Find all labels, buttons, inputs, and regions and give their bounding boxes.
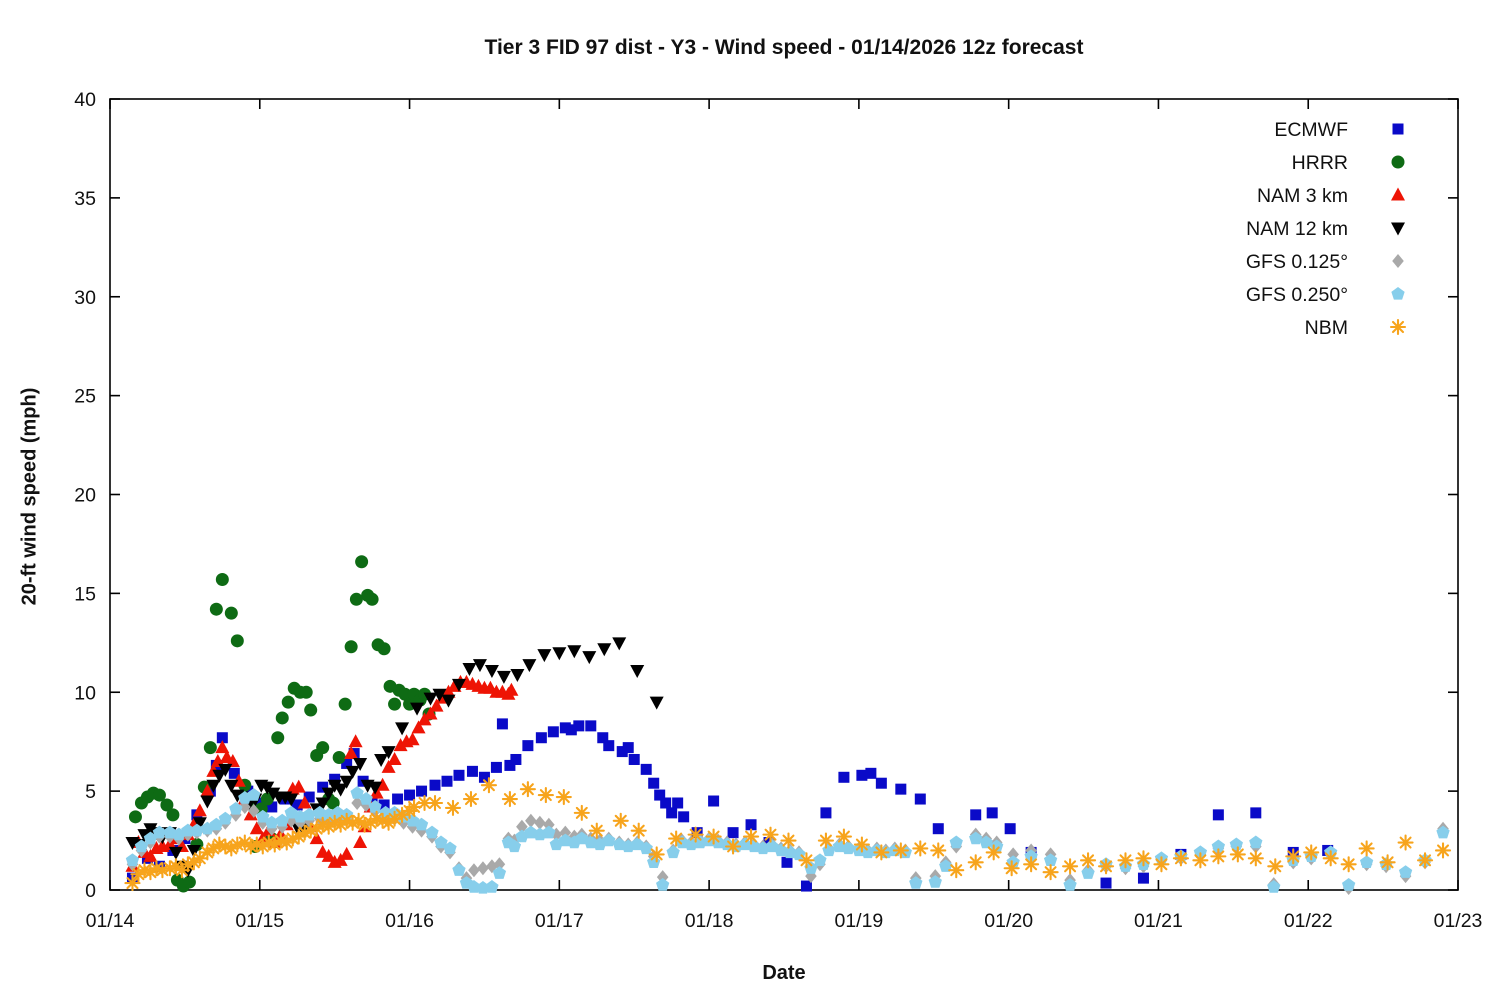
x-tick-label: 01/23 — [1434, 910, 1483, 932]
legend-item-gfs-0-250: GFS 0.250° — [1246, 284, 1405, 306]
x-tick-label: 01/16 — [385, 910, 434, 932]
legend-marker-square-icon — [1392, 123, 1404, 135]
legend-label: NBM — [1305, 317, 1348, 339]
legend-marker-diamond-icon — [1392, 254, 1404, 268]
x-tick-label: 01/22 — [1284, 910, 1333, 932]
y-tick-label: 0 — [85, 880, 96, 902]
axis-ticks — [109, 98, 1459, 891]
legend-label: NAM 12 km — [1246, 218, 1348, 240]
y-tick-label: 10 — [74, 682, 96, 704]
y-tick-label: 5 — [85, 781, 96, 803]
legend-item-nam-3-km: NAM 3 km — [1257, 185, 1405, 207]
legend-label: GFS 0.250° — [1246, 284, 1348, 306]
legend-item-gfs-0-125: GFS 0.125° — [1246, 251, 1404, 273]
legend: ECMWF HRRR NAM 3 km NAM 12 km GFS 0.125° GFS … — [1246, 119, 1407, 339]
legend-marker-triangle-up-icon — [1391, 187, 1405, 201]
legend-label: GFS 0.125° — [1246, 251, 1348, 273]
legend-item-nam-12-km: NAM 12 km — [1246, 218, 1405, 240]
x-tick-label: 01/14 — [86, 910, 135, 932]
x-tick-label: 01/17 — [535, 910, 584, 932]
x-axis-title: Date — [762, 962, 806, 984]
y-axis-title: 20-ft wind speed (mph) — [18, 387, 41, 606]
y-tick-label: 15 — [74, 583, 96, 605]
axis-tick-labels: 01/14 01/15 01/16 01/17 01/18 01/19 01/20 01/21… — [74, 89, 1482, 932]
x-tick-label: 01/20 — [984, 910, 1033, 932]
y-tick-label: 40 — [74, 89, 96, 111]
y-tick-label: 20 — [74, 485, 96, 507]
legend-label: ECMWF — [1274, 119, 1348, 141]
y-tick-label: 30 — [74, 287, 96, 309]
legend-marker-asterisk-icon — [1389, 318, 1407, 336]
series-nbm — [124, 777, 1452, 892]
x-tick-label: 01/15 — [235, 910, 284, 932]
series-gfs-0-250 — [125, 786, 1450, 894]
y-tick-label: 25 — [74, 386, 96, 408]
legend-label: HRRR — [1292, 152, 1348, 174]
legend-marker-pentagon-icon — [1391, 287, 1405, 300]
legend-label: NAM 3 km — [1257, 185, 1348, 207]
legend-item-hrrr: HRRR — [1292, 152, 1405, 174]
legend-marker-circle-icon — [1391, 155, 1405, 169]
x-tick-label: 01/19 — [834, 910, 883, 932]
chart-title: Tier 3 FID 97 dist - Y3 - Wind speed - 0… — [484, 36, 1084, 59]
legend-marker-triangle-down-icon — [1391, 222, 1405, 236]
y-tick-label: 35 — [74, 188, 96, 210]
legend-item-ecmwf: ECMWF — [1274, 119, 1404, 141]
legend-item-nbm: NBM — [1305, 317, 1407, 339]
x-tick-label: 01/18 — [685, 910, 734, 932]
x-tick-label: 01/21 — [1134, 910, 1183, 932]
